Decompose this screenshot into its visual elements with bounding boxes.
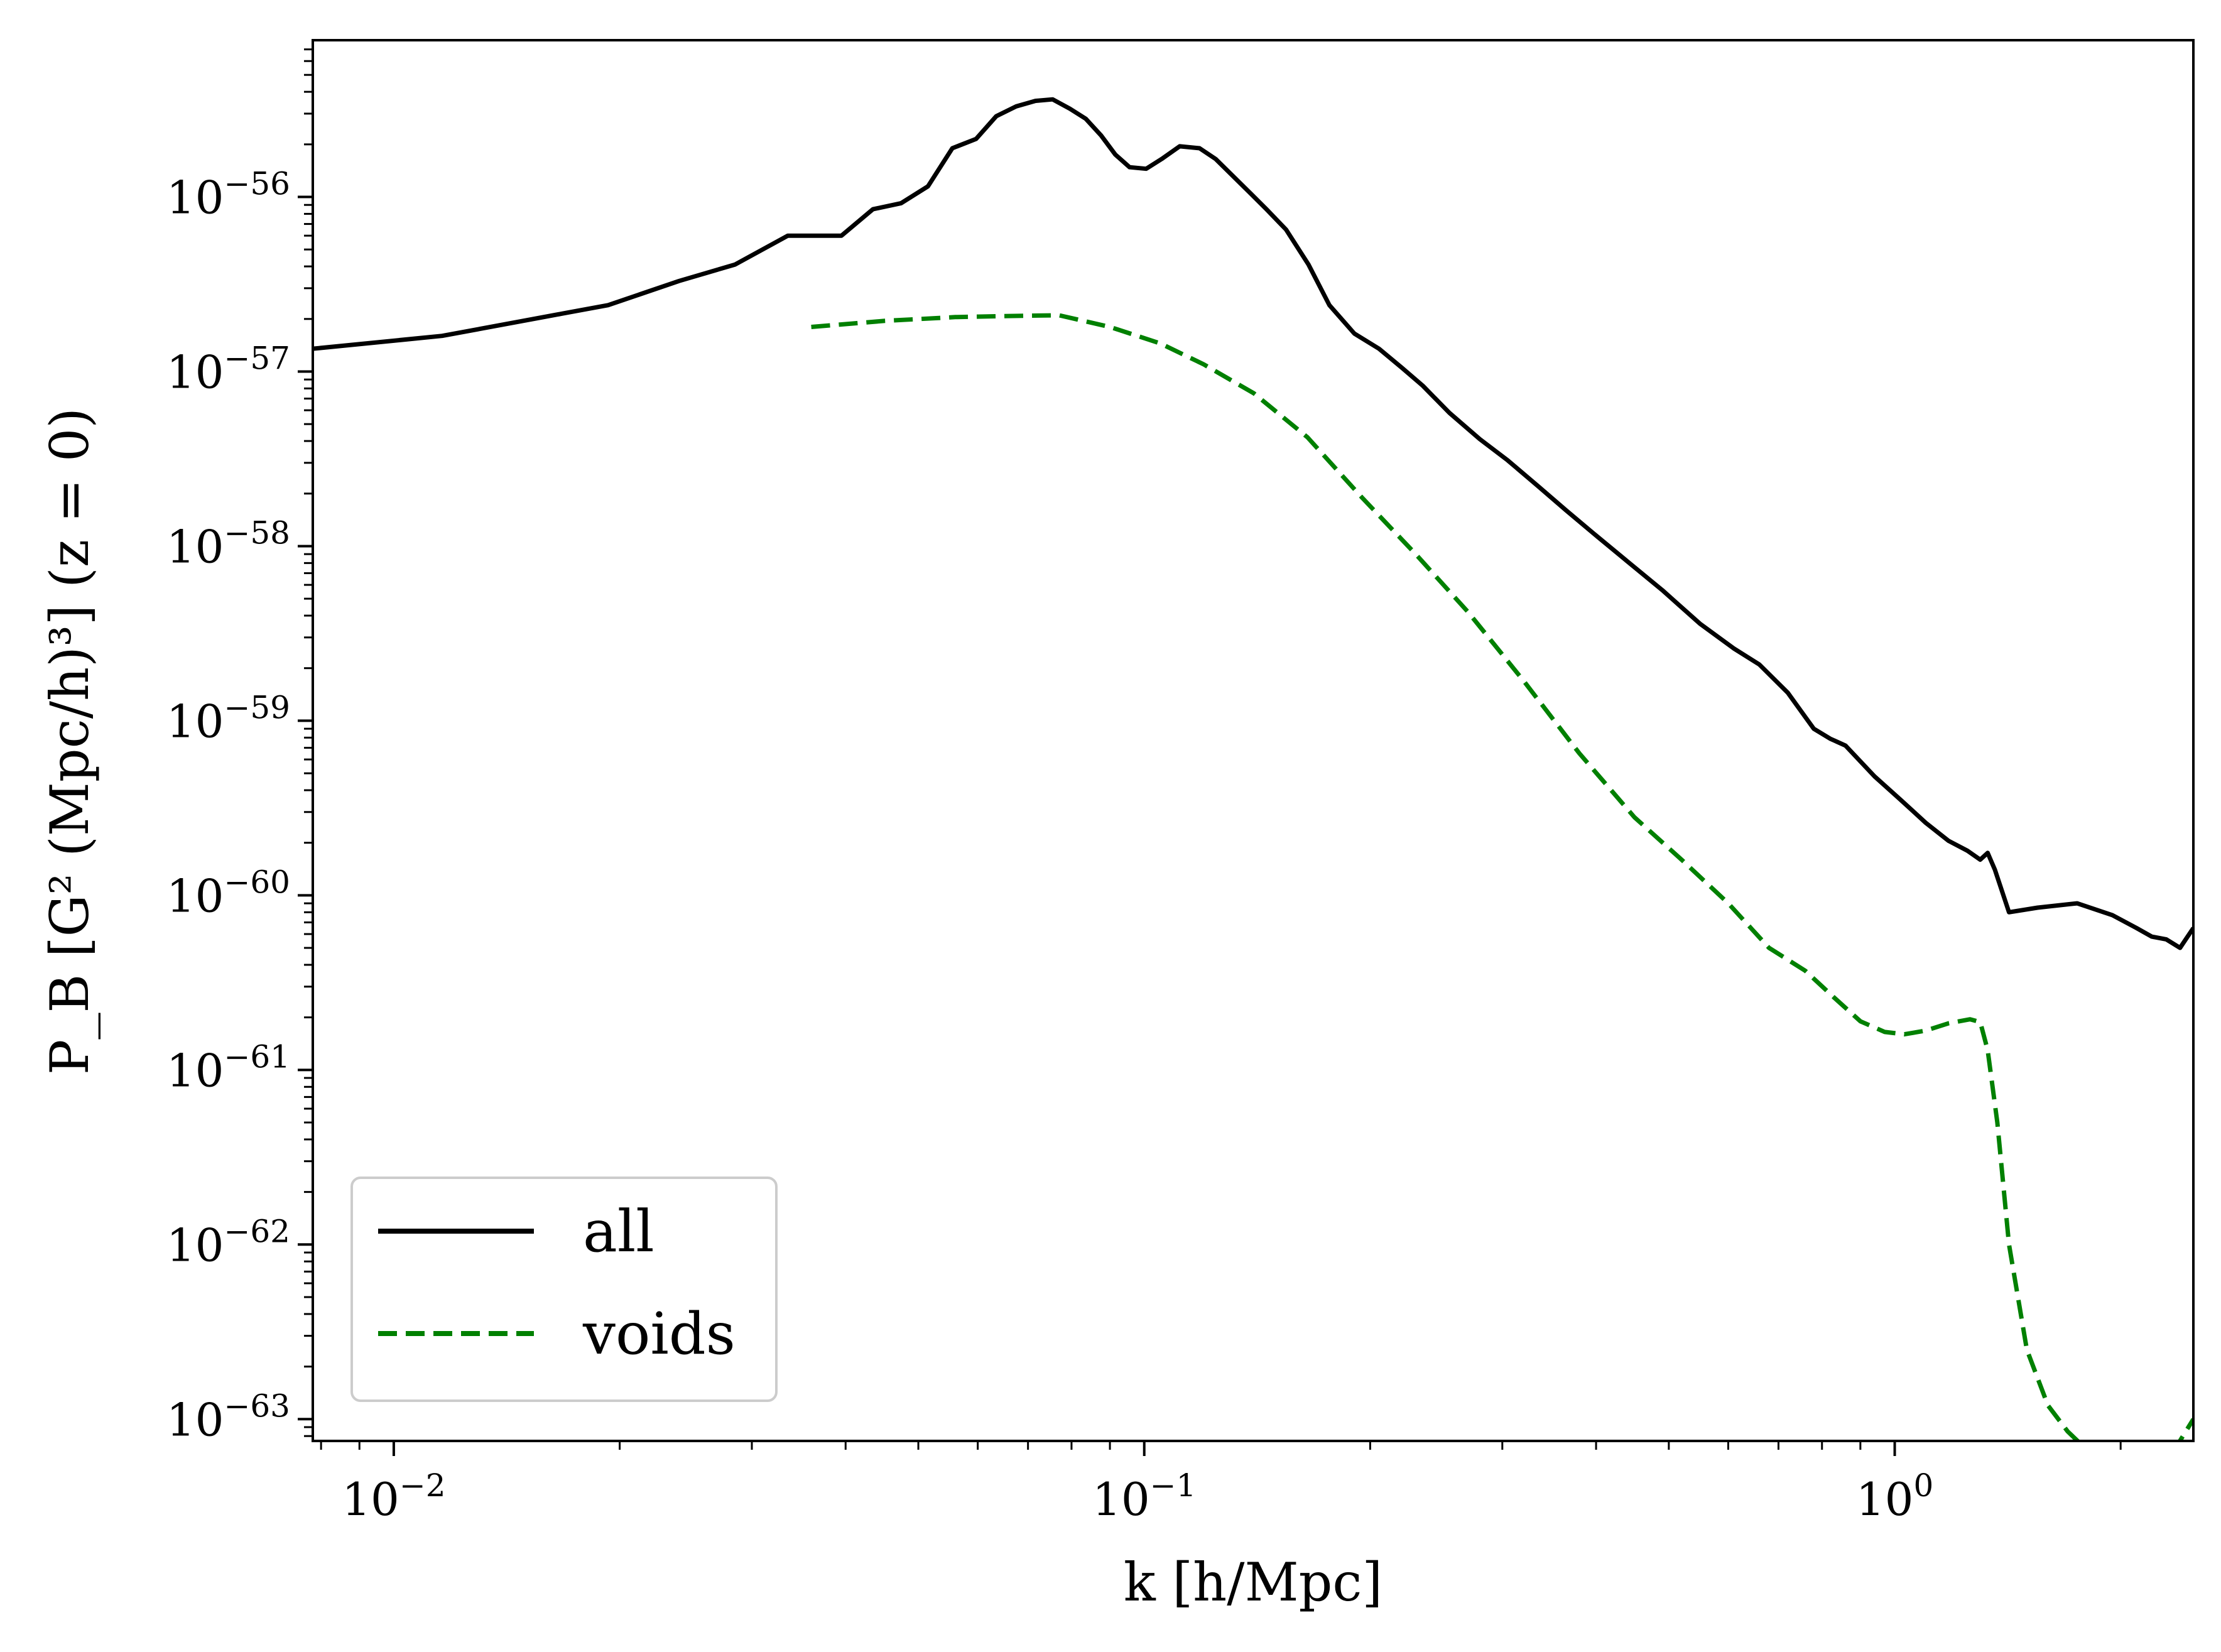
x-tick-label: 10−2: [342, 1467, 445, 1526]
y-tick-label: 10−57: [166, 340, 290, 398]
y-tick-label: 10−60: [166, 864, 290, 922]
y-tick-label: 10−59: [166, 689, 290, 747]
y-tick-label: 10−56: [166, 166, 290, 224]
y-axis-title: P_B [G² (Mpc/h)³] (z = 0): [39, 408, 100, 1075]
x-axis-title: k [h/Mpc]: [1124, 1551, 1382, 1613]
legend-label-voids: voids: [582, 1300, 736, 1367]
x-tick-label: 100: [1856, 1467, 1933, 1526]
major-ticks: [298, 195, 1896, 1456]
tick-labels: 10−2 10−1 100 10−56 10−57 10−58 10−59 10−60 10−6…: [166, 166, 1933, 1526]
y-tick-label: 10−63: [166, 1388, 290, 1446]
legend: all voids: [350, 1177, 778, 1402]
y-tick-label: 10−61: [166, 1038, 290, 1097]
minor-ticks: [304, 48, 2122, 1450]
legend-label-all: all: [583, 1198, 654, 1265]
plot-frame: [312, 39, 2195, 1442]
series-line-all: [313, 97, 2193, 950]
y-tick-label: 10−62: [166, 1213, 290, 1271]
x-tick-label: 10−1: [1092, 1467, 1196, 1526]
y-tick-label: 10−58: [166, 514, 290, 573]
